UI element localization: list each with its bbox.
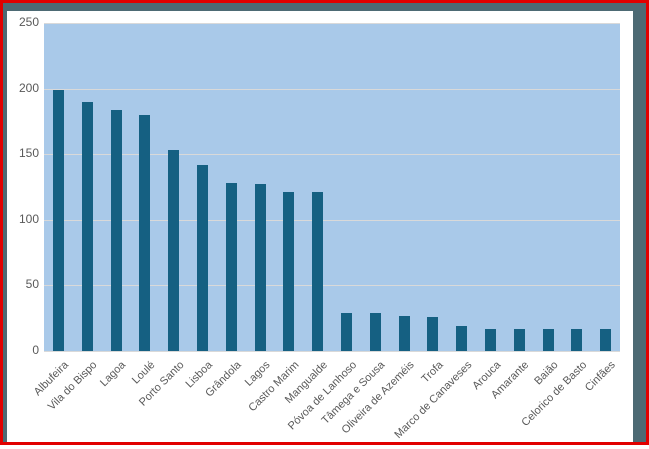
- bar: [196, 164, 208, 351]
- y-axis-tick-label: 200: [18, 80, 39, 95]
- bar: [600, 328, 612, 351]
- plot-area: [44, 23, 620, 352]
- y-axis-tick-label: 50: [25, 277, 39, 292]
- gridline-100: [44, 219, 620, 221]
- x-axis-label: Lagoa: [98, 359, 129, 390]
- bar: [52, 89, 64, 351]
- bar: [254, 184, 266, 351]
- bar: [139, 114, 151, 351]
- bar: [513, 328, 525, 351]
- bar: [110, 109, 122, 351]
- bar: [225, 183, 237, 351]
- x-axis-label: Trofa: [418, 359, 446, 386]
- gridline-50: [44, 285, 620, 287]
- y-axis-tick-label: 0: [32, 343, 39, 357]
- bar: [571, 328, 583, 351]
- y-axis-tick-label: 100: [18, 211, 39, 226]
- bar: [283, 192, 295, 351]
- bar: [456, 326, 468, 351]
- gridline-250: [44, 23, 620, 24]
- bar: [81, 101, 93, 351]
- x-axis-label: Cinfães: [583, 359, 619, 394]
- bar: [312, 192, 324, 351]
- gridline-0: [44, 351, 620, 352]
- bar: [427, 316, 439, 351]
- bar: [168, 150, 180, 351]
- y-axis-tick-label: 250: [18, 15, 39, 29]
- bar: [542, 328, 554, 351]
- y-axis-tick-label: 150: [18, 146, 39, 161]
- bar: [484, 328, 496, 351]
- bar: [398, 315, 410, 351]
- gridline-150: [44, 154, 620, 156]
- bar: [369, 312, 381, 351]
- gridline-200: [44, 88, 620, 90]
- bar: [340, 312, 352, 351]
